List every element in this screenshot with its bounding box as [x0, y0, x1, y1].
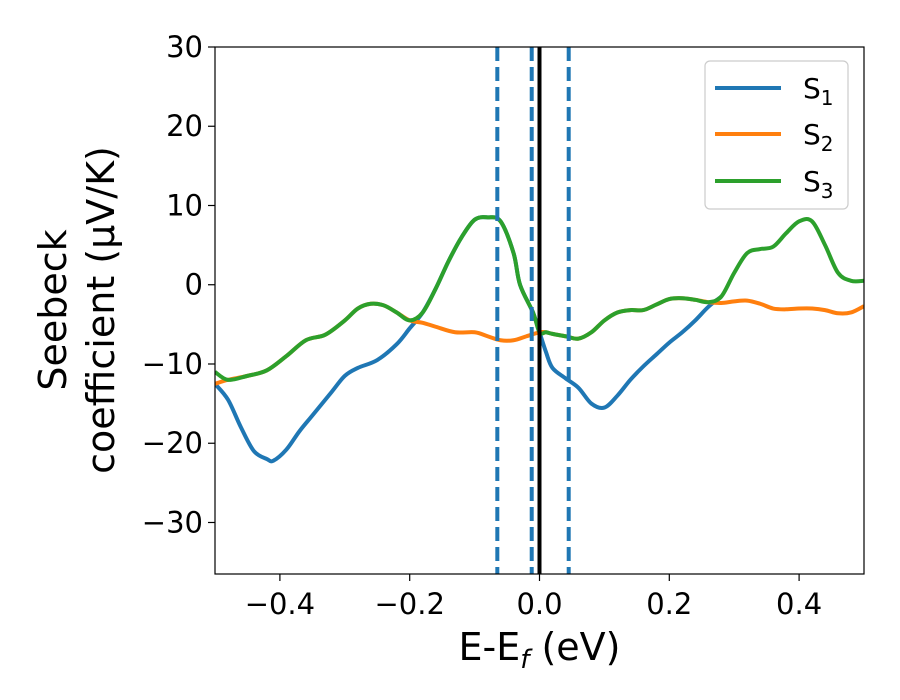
axis-ticks: −0.4 −0.2 0.0 0.2 0.4 −30 −20 −10 0 10 20 30	[142, 30, 822, 621]
y-axis-label-line1: Seebeck	[31, 229, 75, 390]
series-line-s1	[215, 215, 723, 464]
x-tick-label: 0.2	[646, 587, 692, 621]
x-axis-label: E-Ef (eV)	[459, 625, 621, 675]
y-tick-label: −10	[142, 347, 203, 381]
y-tick-label: 30	[166, 30, 203, 64]
y-tick-label: −20	[142, 426, 203, 460]
y-axis-label: Seebeck coefficient (μV/K)	[31, 146, 123, 474]
legend-label-s3: S3	[803, 165, 834, 203]
y-tick-label: 10	[166, 188, 203, 222]
plot-area	[215, 47, 864, 574]
y-tick-label: −30	[142, 505, 203, 539]
x-tick-label: 0.0	[516, 587, 562, 621]
y-tick-label: 0	[185, 268, 203, 302]
x-tick-label: −0.2	[374, 587, 444, 621]
legend-label-s2: S2	[803, 118, 834, 156]
x-tick-label: −0.4	[245, 587, 315, 621]
y-tick-label: 20	[166, 109, 203, 143]
series-line-s3	[215, 215, 864, 382]
legend: S1 S2 S3	[704, 60, 849, 210]
x-tick-label: 0.4	[776, 587, 822, 621]
legend-label-s1: S1	[803, 72, 834, 110]
y-axis-label-line2: coefficient (μV/K)	[79, 146, 123, 474]
